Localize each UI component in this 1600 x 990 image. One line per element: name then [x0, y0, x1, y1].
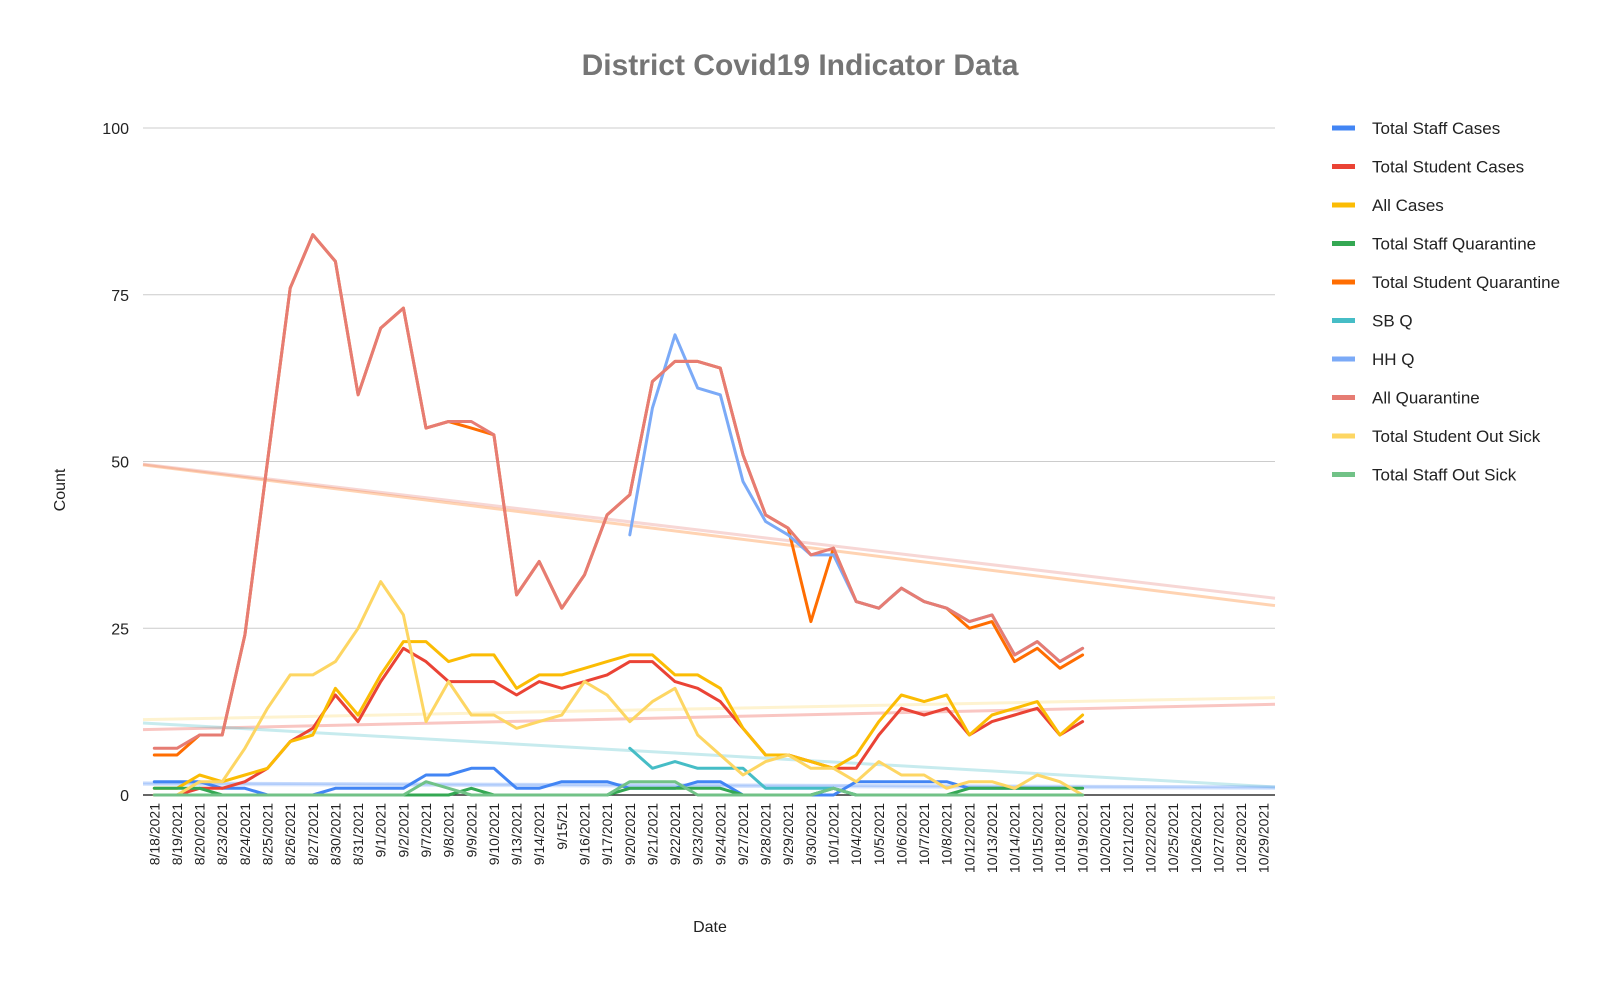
x-tick-label: 9/15/21	[554, 803, 570, 850]
trend-total-student-quarantine	[142, 463, 1276, 608]
series-line-all-quarantine	[152, 233, 1085, 750]
y-tick-label: 100	[102, 121, 129, 138]
chart-title: District Covid19 Indicator Data	[582, 49, 1019, 82]
x-tick-label: 10/4/2021	[848, 803, 864, 865]
trendlines	[142, 462, 1276, 790]
x-tick-label: 10/20/2021	[1097, 803, 1113, 873]
x-tick-label: 10/21/2021	[1120, 803, 1136, 873]
x-tick-label: 9/29/2021	[780, 803, 796, 865]
series-line-total-staff-cases	[152, 766, 1062, 797]
legend-label: HH Q	[1372, 350, 1415, 369]
x-tick-label: 8/24/2021	[237, 803, 253, 865]
series-line-total-student-quarantine	[152, 233, 1085, 757]
x-tick-label: 10/8/2021	[939, 803, 955, 865]
x-tick-label: 9/2/2021	[395, 803, 411, 858]
x-tick-label: 8/25/2021	[260, 803, 276, 865]
x-tick-label: 10/18/2021	[1052, 803, 1068, 873]
x-tick-label: 9/21/2021	[644, 803, 660, 865]
x-tick-label: 10/1/2021	[826, 803, 842, 865]
x-tick-label: 8/27/2021	[305, 803, 321, 865]
x-tick-label: 9/9/2021	[463, 803, 479, 858]
legend-label: Total Staff Out Sick	[1372, 466, 1517, 485]
x-tick-label: 9/7/2021	[418, 803, 434, 858]
x-tick-label: 9/28/2021	[758, 803, 774, 865]
legend-label: SB Q	[1372, 312, 1413, 331]
trend-hh-q	[142, 782, 1276, 790]
trend-total-staff-cases	[142, 781, 1276, 789]
trend-total-student-out-sick	[142, 696, 1276, 722]
legend-label: Total Student Quarantine	[1372, 273, 1560, 292]
x-tick-label: 9/20/2021	[622, 803, 638, 865]
y-axis-title: Count	[52, 468, 69, 511]
series-line-total-staff-out-sick	[152, 780, 1085, 797]
x-tick-label: 8/19/2021	[169, 803, 185, 865]
x-tick-label: 9/30/2021	[803, 803, 819, 865]
x-tick-label: 9/22/2021	[667, 803, 683, 865]
x-tick-label: 8/26/2021	[282, 803, 298, 865]
x-tick-label: 10/13/2021	[984, 803, 1000, 873]
x-tick-label: 10/19/2021	[1075, 803, 1091, 873]
x-tick-label: 9/24/2021	[712, 803, 728, 865]
x-axis-title: Date	[693, 919, 727, 936]
x-tick-label: 8/20/2021	[192, 803, 208, 865]
x-tick-label: 10/28/2021	[1233, 803, 1249, 873]
x-tick-label: 10/29/2021	[1256, 803, 1272, 873]
y-tick-label: 0	[120, 788, 129, 805]
y-tick-label: 50	[111, 455, 129, 472]
legend: Total Staff Cases Total Student Cases All …	[1332, 119, 1560, 485]
y-axis-ticks: 0 25 50 75 100	[102, 121, 129, 805]
x-tick-label: 10/27/2021	[1210, 803, 1226, 873]
x-tick-label: 8/30/2021	[327, 803, 343, 865]
x-tick-label: 10/25/2021	[1165, 803, 1181, 873]
x-tick-label: 9/14/2021	[531, 803, 547, 865]
x-tick-label: 9/23/2021	[690, 803, 706, 865]
series-line-total-student-cases	[152, 646, 1085, 797]
trend-sb-q	[142, 721, 1276, 789]
x-tick-label: 8/23/2021	[214, 803, 230, 865]
x-tick-label: 10/7/2021	[916, 803, 932, 865]
series-line-all-cases	[152, 640, 1085, 790]
series-line-hh-q	[628, 333, 1085, 664]
legend-label: All Cases	[1372, 196, 1444, 215]
x-tick-label: 8/31/2021	[350, 803, 366, 865]
x-tick-label: 10/26/2021	[1188, 803, 1204, 873]
x-tick-label: 8/18/2021	[146, 803, 162, 865]
trend-all-quarantine	[142, 462, 1276, 600]
x-tick-label: 10/12/2021	[961, 803, 977, 873]
series-line-total-student-out-sick	[152, 580, 1085, 797]
trend-total-student-cases	[142, 702, 1276, 732]
x-tick-label: 9/13/2021	[509, 803, 525, 865]
x-tick-label: 9/16/2021	[576, 803, 592, 865]
x-tick-label: 9/27/2021	[735, 803, 751, 865]
x-tick-label: 9/10/2021	[486, 803, 502, 865]
legend-label: Total Student Out Sick	[1372, 427, 1541, 446]
series-lines	[152, 233, 1085, 797]
x-tick-label: 10/5/2021	[871, 803, 887, 865]
y-tick-label: 75	[111, 288, 129, 305]
legend-label: Total Student Cases	[1372, 158, 1524, 177]
x-tick-label: 9/8/2021	[441, 803, 457, 858]
x-tick-label: 10/15/2021	[1029, 803, 1045, 873]
x-tick-label: 9/17/2021	[599, 803, 615, 865]
legend-label: Total Staff Cases	[1372, 119, 1500, 138]
legend-label: Total Staff Quarantine	[1372, 235, 1536, 254]
x-tick-label: 9/1/2021	[373, 803, 389, 858]
x-axis-ticks: 8/18/2021 8/19/2021 8/20/2021 8/23/2021 8/24…	[146, 803, 1271, 873]
x-tick-label: 10/22/2021	[1142, 803, 1158, 873]
y-tick-label: 25	[111, 621, 129, 638]
x-tick-label: 10/14/2021	[1007, 803, 1023, 873]
legend-label: All Quarantine	[1372, 389, 1480, 408]
x-tick-label: 10/6/2021	[893, 803, 909, 865]
